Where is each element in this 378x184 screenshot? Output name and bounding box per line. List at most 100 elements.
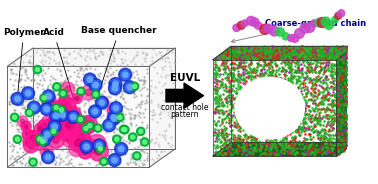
Point bbox=[69, 109, 75, 112]
Circle shape bbox=[78, 120, 91, 133]
Point bbox=[160, 83, 166, 86]
Circle shape bbox=[59, 105, 66, 113]
Point bbox=[68, 162, 74, 165]
Point bbox=[58, 113, 64, 116]
Point bbox=[76, 122, 82, 125]
Point bbox=[40, 76, 46, 79]
Point bbox=[89, 144, 95, 147]
Point bbox=[115, 74, 121, 77]
Point bbox=[138, 131, 144, 134]
Point bbox=[45, 131, 51, 134]
Point bbox=[60, 88, 66, 91]
Circle shape bbox=[129, 133, 137, 141]
Point bbox=[136, 79, 142, 82]
Point bbox=[102, 67, 108, 70]
Point bbox=[116, 71, 122, 74]
Point bbox=[32, 104, 38, 107]
Polygon shape bbox=[213, 142, 355, 156]
Circle shape bbox=[54, 106, 58, 110]
Circle shape bbox=[260, 24, 270, 34]
Point bbox=[50, 76, 56, 79]
Point bbox=[51, 138, 57, 141]
Circle shape bbox=[94, 147, 102, 155]
Circle shape bbox=[96, 96, 108, 109]
Point bbox=[76, 95, 82, 98]
Point bbox=[125, 72, 131, 75]
Point bbox=[131, 92, 137, 95]
Point bbox=[13, 100, 19, 102]
Point bbox=[87, 96, 93, 99]
Circle shape bbox=[119, 68, 132, 81]
Point bbox=[51, 139, 57, 142]
Point bbox=[133, 133, 139, 136]
Circle shape bbox=[99, 98, 109, 107]
Point bbox=[19, 104, 25, 107]
Point bbox=[121, 51, 127, 54]
Point bbox=[67, 84, 73, 87]
Point bbox=[70, 122, 76, 125]
Point bbox=[92, 67, 98, 70]
Point bbox=[93, 58, 99, 61]
Circle shape bbox=[115, 142, 127, 155]
Point bbox=[62, 125, 68, 128]
Point bbox=[104, 75, 110, 77]
Point bbox=[110, 72, 116, 75]
Circle shape bbox=[85, 121, 92, 128]
Point bbox=[77, 139, 83, 142]
Point bbox=[98, 96, 104, 99]
Circle shape bbox=[110, 155, 119, 165]
Point bbox=[59, 112, 65, 115]
Point bbox=[106, 54, 112, 57]
Point bbox=[133, 70, 139, 72]
Point bbox=[101, 89, 107, 92]
Circle shape bbox=[62, 106, 81, 125]
Point bbox=[87, 67, 93, 70]
Point bbox=[98, 96, 104, 99]
Point bbox=[45, 67, 51, 70]
Circle shape bbox=[76, 127, 80, 131]
Point bbox=[35, 98, 41, 101]
Point bbox=[127, 122, 133, 125]
Point bbox=[119, 104, 125, 107]
Point bbox=[158, 75, 164, 78]
Point bbox=[56, 124, 62, 127]
Point bbox=[39, 133, 45, 136]
Point bbox=[120, 84, 126, 87]
Point bbox=[112, 83, 118, 86]
Circle shape bbox=[42, 137, 47, 142]
Point bbox=[130, 56, 136, 59]
Point bbox=[40, 110, 46, 113]
Circle shape bbox=[23, 137, 33, 147]
Point bbox=[88, 140, 94, 143]
Point bbox=[76, 152, 82, 155]
Point bbox=[17, 79, 23, 82]
Point bbox=[144, 158, 150, 161]
Point bbox=[77, 116, 83, 119]
Circle shape bbox=[72, 93, 82, 104]
Point bbox=[94, 96, 100, 99]
Point bbox=[103, 125, 109, 128]
Point bbox=[164, 49, 170, 52]
Point bbox=[27, 92, 33, 95]
Point bbox=[23, 152, 29, 155]
Point bbox=[41, 54, 47, 56]
Circle shape bbox=[113, 105, 119, 111]
Point bbox=[105, 65, 112, 68]
Point bbox=[118, 49, 124, 52]
Point bbox=[117, 63, 123, 66]
Point bbox=[91, 78, 98, 81]
Point bbox=[154, 121, 160, 123]
Circle shape bbox=[68, 129, 74, 135]
Circle shape bbox=[91, 80, 100, 90]
Point bbox=[61, 89, 67, 92]
Point bbox=[12, 156, 18, 159]
Point bbox=[94, 162, 101, 165]
Point bbox=[86, 117, 92, 120]
Circle shape bbox=[36, 139, 42, 146]
Circle shape bbox=[90, 107, 100, 116]
Point bbox=[167, 98, 173, 101]
Point bbox=[120, 97, 126, 100]
Point bbox=[113, 94, 119, 97]
Point bbox=[118, 136, 124, 139]
Circle shape bbox=[133, 152, 141, 160]
